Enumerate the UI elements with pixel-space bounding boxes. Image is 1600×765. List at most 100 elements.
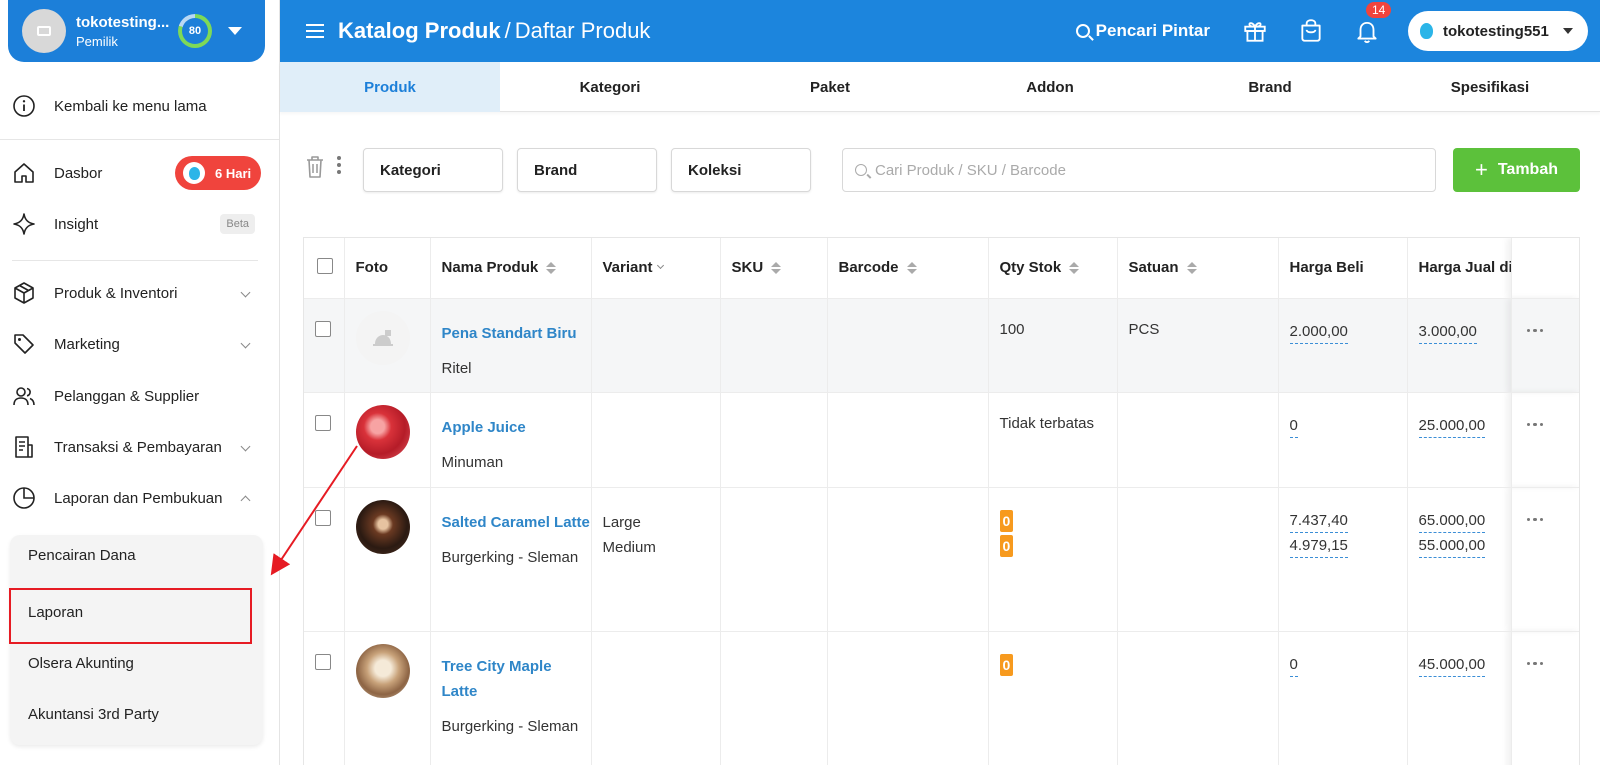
- sidebar-item-label: Dasbor: [54, 164, 103, 182]
- buy-price-value[interactable]: 0: [1289, 415, 1298, 438]
- product-table-wrapper: Foto Nama Produk Variant SKU Barcode Qty…: [303, 237, 1580, 765]
- product-search-input[interactable]: [875, 161, 1415, 179]
- user-menu[interactable]: tokotesting551: [1408, 11, 1588, 51]
- col-sku[interactable]: SKU: [720, 238, 828, 298]
- more-horizontal-icon[interactable]: [1526, 328, 1580, 332]
- col-barcode[interactable]: Barcode: [827, 238, 989, 298]
- barcode-cell: [827, 486, 989, 631]
- sort-icon[interactable]: [1186, 262, 1197, 275]
- table-row[interactable]: Pena Standart Biru Ritel 100 PCS 2.000,00…: [304, 297, 1580, 392]
- name-cell: Salted Caramel Latte Burgerking - Sleman: [430, 486, 592, 631]
- col-satuan[interactable]: Satuan: [1117, 238, 1279, 298]
- product-name-link[interactable]: Tree City Maple Latte: [441, 657, 552, 700]
- buy-price-value[interactable]: 4.979,15: [1289, 535, 1348, 558]
- sell-price-value[interactable]: 65.000,00: [1418, 510, 1486, 533]
- sort-icon[interactable]: [1069, 262, 1080, 275]
- bell-icon[interactable]: 14: [1352, 2, 1392, 46]
- buy-price-value[interactable]: 7.437,40: [1289, 510, 1348, 533]
- sku-cell: [720, 486, 828, 631]
- filter-koleksi[interactable]: Koleksi: [671, 148, 811, 192]
- buy-price-value[interactable]: 2.000,00: [1289, 321, 1348, 344]
- table-row[interactable]: Apple Juice Minuman Tidak terbatas 0 25.0…: [304, 391, 1580, 487]
- photo-cell: [344, 391, 431, 487]
- submenu-item-olsera-akunting[interactable]: Olsera Akunting: [28, 654, 134, 672]
- divider: [0, 139, 279, 140]
- sidebar-item-label: Laporan dan Pembukuan: [54, 489, 223, 507]
- chevron-down-icon: [240, 441, 251, 452]
- tab-addon[interactable]: Addon: [1026, 78, 1074, 96]
- barcode-cell: [827, 391, 989, 487]
- row-checkbox[interactable]: [315, 509, 331, 526]
- product-name-link[interactable]: Salted Caramel Latte: [441, 513, 590, 531]
- sell-price-value[interactable]: 55.000,00: [1418, 535, 1486, 558]
- row-checkbox[interactable]: [315, 653, 331, 670]
- filter-brand[interactable]: Brand: [517, 148, 657, 192]
- sell-price-value[interactable]: 45.000,00: [1418, 654, 1486, 677]
- sort-icon[interactable]: [771, 262, 782, 275]
- submenu-item-pencairan-dana[interactable]: Pencairan Dana: [28, 546, 136, 564]
- filter-kategori[interactable]: Kategori: [363, 148, 503, 192]
- tab-brand[interactable]: Brand: [1248, 78, 1292, 96]
- more-horizontal-icon[interactable]: [1526, 661, 1580, 665]
- sidebar: tokotesting... Pemilik 80 Kembali ke men…: [0, 0, 280, 765]
- sidebar-item-marketing[interactable]: Marketing: [0, 324, 279, 364]
- sort-icon[interactable]: [906, 262, 917, 275]
- trial-days-badge[interactable]: 6 Hari: [175, 156, 261, 190]
- table-row[interactable]: Tree City Maple Latte Burgerking - Sleman…: [304, 630, 1580, 765]
- stock-zero-badge: 0: [999, 534, 1014, 557]
- caret-down-icon[interactable]: [228, 27, 242, 35]
- stock-zero-badge: 0: [999, 509, 1014, 532]
- sidebar-item-laporan-pembukuan[interactable]: Laporan dan Pembukuan: [0, 478, 279, 518]
- sidebar-item-transaksi-pembayaran[interactable]: Transaksi & Pembayaran: [0, 427, 279, 467]
- add-product-button[interactable]: + Tambah: [1453, 148, 1580, 192]
- tab-paket[interactable]: Paket: [809, 78, 851, 96]
- row-checkbox[interactable]: [315, 414, 331, 431]
- store-switcher[interactable]: tokotesting... Pemilik 80: [8, 0, 265, 62]
- submenu-item-akuntansi-3rd-party[interactable]: Akuntansi 3rd Party: [28, 705, 159, 723]
- row-actions-cell: [1511, 630, 1580, 765]
- product-name-link[interactable]: Apple Juice: [441, 418, 526, 436]
- sidebar-item-insight[interactable]: Insight Beta: [0, 204, 279, 244]
- table-row[interactable]: Salted Caramel Latte Burgerking - Sleman …: [304, 486, 1580, 631]
- variant-cell: [591, 297, 721, 392]
- gift-icon[interactable]: [1240, 16, 1270, 46]
- row-checkbox[interactable]: [315, 320, 331, 337]
- tab-spesifikasi[interactable]: Spesifikasi: [1450, 78, 1530, 96]
- buy-price-value[interactable]: 0: [1289, 654, 1298, 677]
- submenu-item-laporan[interactable]: Laporan: [28, 603, 84, 621]
- col-variant[interactable]: Variant: [591, 238, 721, 298]
- more-horizontal-icon[interactable]: [1526, 422, 1580, 426]
- back-to-old-menu[interactable]: Kembali ke menu lama: [0, 86, 279, 126]
- sell-price-value[interactable]: 25.000,00: [1418, 415, 1486, 438]
- select-all-checkbox[interactable]: [317, 257, 333, 274]
- variant-cell: [591, 630, 721, 765]
- menu-icon[interactable]: [306, 24, 324, 38]
- sell-price-value[interactable]: 3.000,00: [1418, 321, 1477, 344]
- sku-cell: [720, 391, 828, 487]
- laporan-submenu: Pencairan Dana Laporan Olsera Akunting A…: [10, 535, 263, 745]
- sidebar-item-pelanggan-supplier[interactable]: Pelanggan & Supplier: [0, 376, 279, 416]
- col-nama-produk[interactable]: Nama Produk: [430, 238, 592, 298]
- sidebar-item-label: Transaksi & Pembayaran: [54, 438, 222, 456]
- chevron-down-icon[interactable]: [656, 261, 664, 269]
- sort-icon[interactable]: [546, 262, 557, 275]
- more-vertical-icon[interactable]: [337, 156, 341, 174]
- product-search[interactable]: [842, 148, 1436, 192]
- photo-cell: [344, 630, 431, 765]
- tag-icon: [12, 332, 36, 356]
- breadcrumb-current: Daftar Produk: [514, 18, 651, 43]
- tab-kategori[interactable]: Kategori: [579, 78, 641, 96]
- sidebar-item-dasbor[interactable]: Dasbor 6 Hari: [0, 153, 279, 193]
- breadcrumb-main[interactable]: Katalog Produk: [338, 18, 501, 43]
- shopping-bag-icon[interactable]: [1296, 16, 1326, 46]
- more-horizontal-icon[interactable]: [1526, 517, 1580, 521]
- sidebar-item-produk-inventori[interactable]: Produk & Inventori: [0, 273, 279, 313]
- col-qty-stok[interactable]: Qty Stok: [988, 238, 1118, 298]
- search-icon: [1075, 24, 1090, 38]
- product-name-link[interactable]: Pena Standart Biru: [441, 324, 577, 342]
- trash-icon[interactable]: [306, 155, 324, 178]
- tab-produk[interactable]: Produk: [280, 62, 500, 112]
- col-harga-jual: Harga Jual di: [1407, 238, 1512, 298]
- smart-search-button[interactable]: Pencari Pintar: [1075, 21, 1210, 41]
